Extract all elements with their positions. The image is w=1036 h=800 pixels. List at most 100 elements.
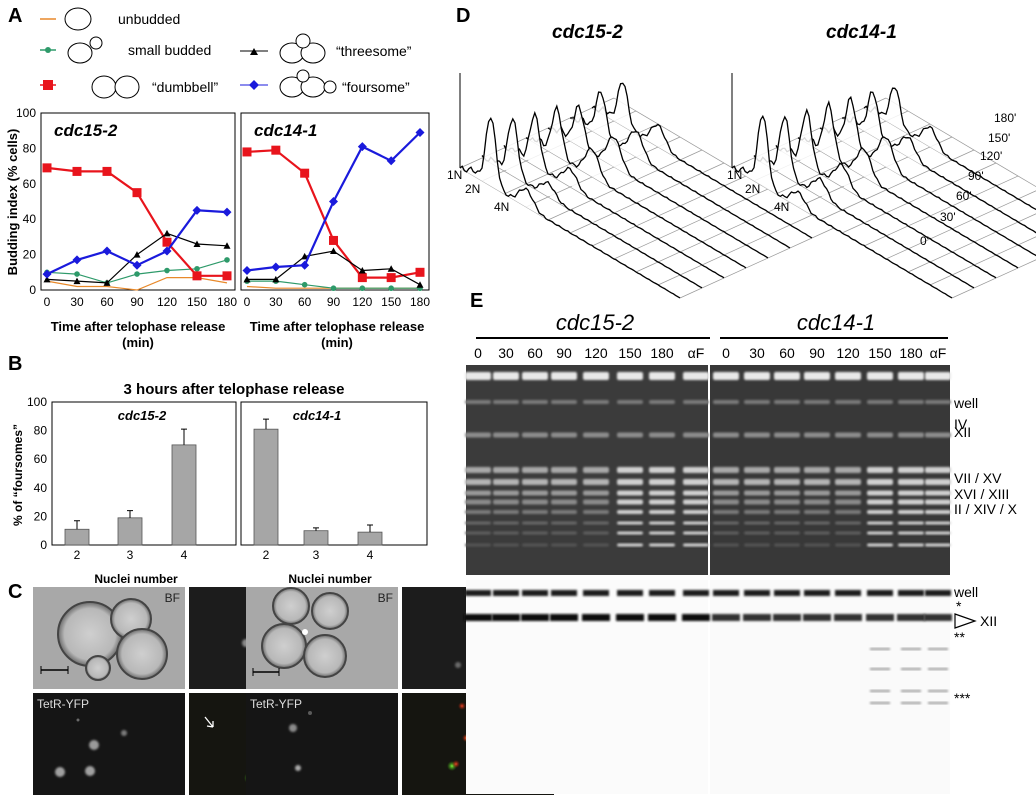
panel-b-right-bar-2 (253, 428, 279, 546)
legend-dumbbell-label: “dumbbell” (152, 79, 218, 95)
panel-a-left-point-s2-1 (72, 166, 82, 176)
panel-a-right-point-s2-2 (300, 168, 310, 178)
micrograph-left-tetr: TetR-YFP (33, 693, 185, 795)
panel-a-right-point-s3-1 (272, 275, 280, 283)
panel-a-right-xtick-30: 30 (269, 295, 283, 309)
panel-label-b: B (8, 353, 22, 375)
panel-b-right-errorbar-2 (263, 418, 269, 430)
panel-a-left-xtick-60: 60 (100, 295, 114, 309)
panel-b-right-title: cdc14-1 (293, 408, 341, 423)
panel-b-ytick-100: 100 (27, 395, 47, 409)
panel-b-left-xtick-2: 2 (74, 548, 81, 562)
panel-a-left-point-s3-0 (43, 275, 51, 283)
panel-a-right-xtick-120: 120 (352, 295, 372, 309)
panel-a-left-point-s1-5 (194, 265, 200, 272)
panel-a-left-point-s3-4 (163, 229, 171, 237)
panel-a-left-point-s3-3 (133, 251, 141, 258)
panel-b-right-errorbar-3 (313, 527, 319, 531)
panel-a-left-chart: cdc15-2 (40, 112, 236, 291)
micrograph-left-merge-label: merge (302, 697, 336, 711)
panel-b-ytick-60: 60 (34, 452, 48, 466)
panel-a-left-point-s3-1 (73, 277, 81, 285)
panel-a-right-point-s4-5 (386, 156, 396, 166)
panel-a-right-point-s3-0 (243, 275, 251, 283)
panel-a-right-xtick-60: 60 (298, 295, 312, 309)
panel-a-right-point-s2-4 (357, 273, 367, 283)
panel-a-left-point-s3-2 (103, 279, 111, 286)
legend-threesome: “threesome” (240, 33, 412, 64)
legend-threesome-label: “threesome” (336, 43, 412, 59)
panel-a-y-axis-label: Budding index (% cells) (5, 129, 20, 276)
panel-b-right-bar-4 (357, 531, 383, 546)
panel-b-right-xtick-3: 3 (313, 548, 320, 562)
panel-a-left-xtick-150: 150 (187, 295, 207, 309)
panel-a-right-point-s3-5 (387, 265, 395, 272)
panel-label-e: E (470, 290, 483, 312)
panel-b-right-xtick-4: 4 (367, 548, 374, 562)
panel-a-right-point-s3-2 (301, 252, 309, 260)
panel-a-right-point-s3-4 (358, 267, 366, 274)
panel-b-left-errorbar-2 (74, 520, 80, 530)
panel-a-right-xtick-0: 0 (244, 295, 251, 309)
panel-b-right-errorbar-4 (367, 524, 373, 533)
panel-a-left-xtick-120: 120 (157, 295, 177, 309)
panel-a-left-point-s4-2 (102, 246, 112, 256)
panel-b-left-bar-3 (117, 517, 143, 546)
panel-b-left-xlabel: Nuclei number (94, 572, 178, 586)
panel-a-right-xtick-150: 150 (381, 295, 401, 309)
panel-a-left-point-s1-1 (74, 271, 80, 277)
legend-small-budded-label: small budded (128, 42, 211, 58)
panel-label-a: A (8, 5, 22, 27)
panel-a-left-xlabel-line2: (min) (122, 335, 154, 350)
legend-unbudded: unbudded (40, 7, 180, 31)
panel-a-right-title: cdc14-1 (254, 121, 317, 140)
legend-small-budded: small budded (40, 36, 211, 64)
panel-a-right-xtick-90: 90 (327, 295, 341, 309)
panel-a-left-point-s4-4 (162, 246, 172, 256)
panel-b-ytick-40: 40 (34, 481, 48, 495)
panel-a-right-point-s4-3 (329, 197, 338, 206)
micrograph-left-dapi: DAPI (189, 587, 341, 689)
panel-b-left-errorbar-4 (181, 428, 187, 445)
panel-b-left-chart: cdc15-2 2 3 4 Nuclei number (51, 401, 237, 586)
panel-b-right-bar-3 (303, 530, 329, 546)
panel-a-y-ticks: 0 20 40 60 80 100 (16, 106, 36, 297)
panel-a-right-point-s4-6 (415, 127, 425, 137)
legend-dumbbell: “dumbbell” (40, 75, 218, 99)
panel-a-right-point-s1-2 (301, 281, 308, 288)
panel-a-ytick-20: 20 (23, 248, 37, 262)
panel-a-left-point-s4-0 (42, 269, 52, 279)
panel-b-left-xtick-3: 3 (127, 548, 134, 562)
panel-a-right-point-s2-5 (386, 273, 396, 283)
panel-b-y-axis-label: % of “foursomes” (11, 424, 25, 526)
panel-b-left-bar-2 (64, 528, 90, 546)
legend-unbudded-label: unbudded (118, 11, 180, 27)
panel-a-right-xtick-180: 180 (410, 295, 430, 309)
panel-a-right-point-s3-6 (416, 281, 424, 288)
panel-a-ytick-60: 60 (23, 177, 37, 191)
panel-a-left-point-s2-5 (192, 271, 202, 281)
panel-a-right-point-s1-3 (330, 285, 337, 292)
panel-a-right-xlabel-line1: Time after telophase release (250, 319, 425, 334)
panel-a-left-point-s2-3 (132, 188, 142, 198)
panel-a-left-point-s2-4 (162, 237, 172, 247)
micrograph-left-bf-label: BF (165, 591, 180, 605)
panel-b-title: 3 hours after telophase release (124, 381, 345, 398)
panel-a-right-point-s4-0 (242, 266, 252, 276)
legend-foursome-label: “foursome” (342, 79, 410, 95)
micrograph-left-bf: BF (33, 587, 185, 689)
panel-a-left-point-s1-3 (134, 271, 140, 277)
micrograph-left-tetr-label: TetR-YFP (37, 697, 89, 711)
panel-b-y-ticks: 0 20 40 60 80 100 (27, 395, 47, 552)
panel-a-right-point-s2-0 (242, 147, 252, 157)
panel-a-left-point-s4-5 (192, 205, 202, 215)
micrograph-left-dapi-label: DAPI (308, 591, 336, 605)
panel-a-left-point-s4-3 (132, 260, 142, 270)
panel-a-left-point-s4-1 (72, 255, 82, 265)
panel-a-ytick-0: 0 (29, 283, 36, 297)
panel-c-micrographs: BF DAPI TetR-YFP (33, 587, 341, 795)
panel-b-ytick-20: 20 (34, 509, 48, 523)
panel-label-c: C (8, 581, 22, 603)
panel-a-right-point-s1-4 (359, 285, 366, 292)
legend: unbudded small budded “dumbbell” “threes… (40, 7, 412, 99)
